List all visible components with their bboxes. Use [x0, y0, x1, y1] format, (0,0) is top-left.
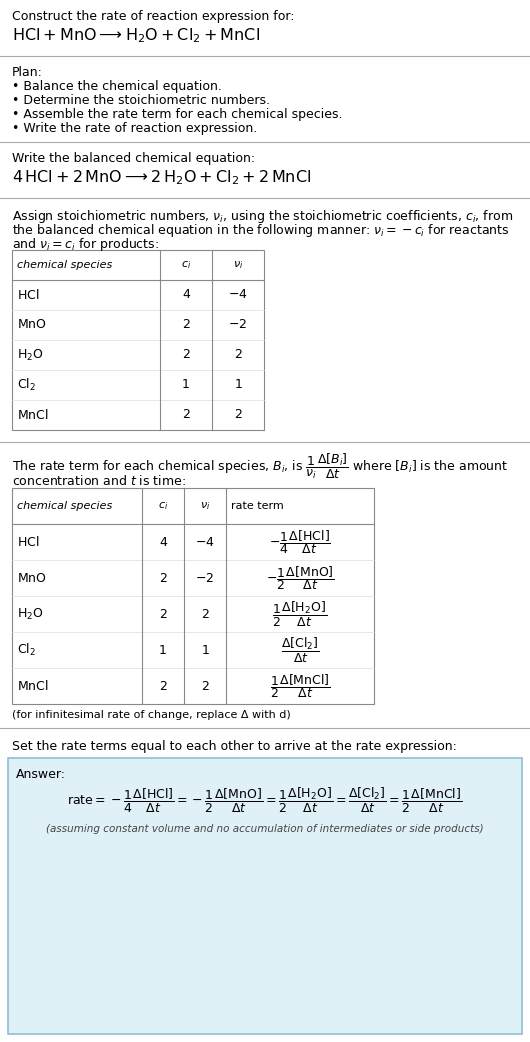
Text: $\dfrac{1}{2}\dfrac{\Delta[\mathrm{MnCl}]}{\Delta t}$: $\dfrac{1}{2}\dfrac{\Delta[\mathrm{MnCl}… — [270, 672, 330, 700]
Text: 4: 4 — [159, 536, 167, 548]
Text: 1: 1 — [159, 644, 167, 656]
Text: $2$: $2$ — [201, 679, 209, 693]
Text: $\nu_i$: $\nu_i$ — [233, 259, 243, 271]
Text: • Assemble the rate term for each chemical species.: • Assemble the rate term for each chemic… — [12, 108, 342, 121]
Text: 2: 2 — [159, 607, 167, 620]
Text: $2$: $2$ — [234, 408, 242, 422]
Text: Plan:: Plan: — [12, 66, 43, 79]
Text: chemical species: chemical species — [17, 501, 112, 511]
Text: chemical species: chemical species — [17, 260, 112, 270]
Text: $1$: $1$ — [234, 378, 242, 392]
Text: Assign stoichiometric numbers, $\nu_i$, using the stoichiometric coefficients, $: Assign stoichiometric numbers, $\nu_i$, … — [12, 208, 513, 225]
Text: $-4$: $-4$ — [228, 289, 248, 301]
Bar — [12, 250, 264, 430]
Text: $c_i$: $c_i$ — [158, 500, 168, 512]
Text: the balanced chemical equation in the following manner: $\nu_i = -c_i$ for react: the balanced chemical equation in the fo… — [12, 222, 509, 239]
Text: $\mathrm{HCl}$: $\mathrm{HCl}$ — [17, 535, 39, 549]
Text: $\mathrm{MnO}$: $\mathrm{MnO}$ — [17, 319, 47, 331]
Text: $\mathrm{rate} = -\dfrac{1}{4}\dfrac{\Delta[\mathrm{HCl}]}{\Delta t} = -\dfrac{1: $\mathrm{rate} = -\dfrac{1}{4}\dfrac{\De… — [67, 786, 463, 815]
Text: • Write the rate of reaction expression.: • Write the rate of reaction expression. — [12, 122, 257, 135]
Text: $-\dfrac{1}{4}\dfrac{\Delta[\mathrm{HCl}]}{\Delta t}$: $-\dfrac{1}{4}\dfrac{\Delta[\mathrm{HCl}… — [269, 528, 331, 556]
Text: $-4$: $-4$ — [195, 536, 215, 548]
Text: rate term: rate term — [231, 501, 284, 511]
Text: Set the rate terms equal to each other to arrive at the rate expression:: Set the rate terms equal to each other t… — [12, 740, 457, 753]
Text: 2: 2 — [159, 679, 167, 693]
Text: and $\nu_i = c_i$ for products:: and $\nu_i = c_i$ for products: — [12, 235, 159, 253]
Text: Construct the rate of reaction expression for:: Construct the rate of reaction expressio… — [12, 10, 295, 23]
Text: (for infinitesimal rate of change, replace Δ with d): (for infinitesimal rate of change, repla… — [12, 710, 291, 720]
Text: The rate term for each chemical species, $B_i$, is $\dfrac{1}{\nu_i}\dfrac{\Delt: The rate term for each chemical species,… — [12, 452, 508, 481]
Text: • Balance the chemical equation.: • Balance the chemical equation. — [12, 80, 222, 93]
Text: $\mathrm{Cl_2}$: $\mathrm{Cl_2}$ — [17, 377, 36, 393]
Text: 1: 1 — [182, 378, 190, 392]
Text: 2: 2 — [182, 408, 190, 422]
Text: $\mathrm{HCl + MnO} \longrightarrow \mathrm{H_2O + Cl_2 + MnCl}$: $\mathrm{HCl + MnO} \longrightarrow \mat… — [12, 26, 260, 45]
Text: $\mathrm{H_2O}$: $\mathrm{H_2O}$ — [17, 606, 43, 621]
Text: • Determine the stoichiometric numbers.: • Determine the stoichiometric numbers. — [12, 94, 270, 107]
Text: $c_i$: $c_i$ — [181, 259, 191, 271]
Text: $\mathrm{MnO}$: $\mathrm{MnO}$ — [17, 571, 47, 585]
Text: $\nu_i$: $\nu_i$ — [200, 500, 210, 512]
Text: Answer:: Answer: — [16, 768, 66, 782]
Text: Write the balanced chemical equation:: Write the balanced chemical equation: — [12, 152, 255, 165]
Text: $\mathrm{HCl}$: $\mathrm{HCl}$ — [17, 288, 39, 302]
Text: $2$: $2$ — [201, 607, 209, 620]
Text: $-2$: $-2$ — [228, 319, 248, 331]
Text: $\mathrm{H_2O}$: $\mathrm{H_2O}$ — [17, 347, 43, 363]
Text: $\mathrm{MnCl}$: $\mathrm{MnCl}$ — [17, 408, 49, 422]
Text: 2: 2 — [182, 348, 190, 362]
Text: 2: 2 — [182, 319, 190, 331]
FancyBboxPatch shape — [8, 758, 522, 1034]
Text: $2$: $2$ — [234, 348, 242, 362]
Bar — [12, 488, 374, 704]
Text: $\dfrac{1}{2}\dfrac{\Delta[\mathrm{H_2O}]}{\Delta t}$: $\dfrac{1}{2}\dfrac{\Delta[\mathrm{H_2O}… — [272, 599, 328, 628]
Text: $\dfrac{\Delta[\mathrm{Cl_2}]}{\Delta t}$: $\dfrac{\Delta[\mathrm{Cl_2}]}{\Delta t}… — [281, 636, 319, 665]
Text: $-\dfrac{1}{2}\dfrac{\Delta[\mathrm{MnO}]}{\Delta t}$: $-\dfrac{1}{2}\dfrac{\Delta[\mathrm{MnO}… — [266, 564, 334, 592]
Text: $-2$: $-2$ — [196, 571, 215, 585]
Text: $1$: $1$ — [201, 644, 209, 656]
Text: $\mathrm{4\,HCl + 2\,MnO} \longrightarrow \mathrm{2\,H_2O + Cl_2 + 2\,MnCl}$: $\mathrm{4\,HCl + 2\,MnO} \longrightarro… — [12, 168, 311, 187]
Text: concentration and $t$ is time:: concentration and $t$ is time: — [12, 474, 186, 488]
Text: 2: 2 — [159, 571, 167, 585]
Text: 4: 4 — [182, 289, 190, 301]
Text: $\mathrm{MnCl}$: $\mathrm{MnCl}$ — [17, 679, 49, 693]
Text: (assuming constant volume and no accumulation of intermediates or side products): (assuming constant volume and no accumul… — [46, 824, 484, 834]
Text: $\mathrm{Cl_2}$: $\mathrm{Cl_2}$ — [17, 642, 36, 659]
